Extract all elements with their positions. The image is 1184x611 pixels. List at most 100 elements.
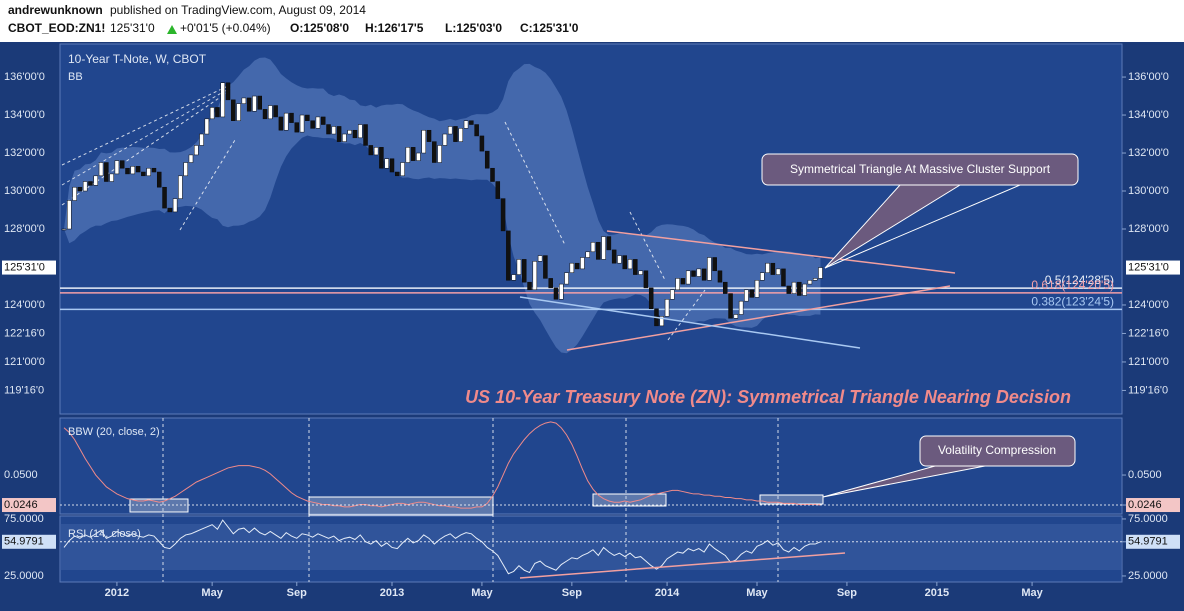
candle [463, 120, 469, 129]
y-tick-label: 128'00'0 [4, 223, 45, 235]
candle [511, 274, 516, 281]
candle [781, 268, 786, 287]
candle [268, 105, 273, 120]
candle [289, 112, 294, 123]
value-badge [1126, 534, 1180, 549]
y-tick-label: 132'00'0 [4, 147, 45, 159]
y-tick-label: 119'16'0 [4, 384, 44, 396]
fib-label: 0.382(123'24'5) [1031, 295, 1114, 309]
candle [495, 181, 501, 199]
candle [305, 114, 310, 121]
candle [664, 299, 670, 317]
compression-box [759, 494, 824, 505]
candle [490, 167, 495, 182]
open: O:125'08'0 [290, 21, 349, 35]
candle [791, 281, 797, 294]
candle [135, 166, 141, 173]
candle [326, 124, 331, 135]
candle [426, 129, 432, 142]
up-arrow [167, 25, 177, 34]
candle [98, 162, 104, 177]
candle [744, 289, 749, 302]
candle [405, 147, 411, 163]
candle [516, 259, 522, 275]
candle [61, 228, 67, 231]
candle [410, 147, 416, 161]
candle [659, 316, 665, 327]
value-badge [2, 498, 56, 513]
candle [728, 293, 733, 319]
candle [442, 133, 448, 146]
trend-arrow [504, 121, 566, 246]
trend-arrow [61, 87, 231, 186]
header-bg [0, 0, 1184, 42]
candle [786, 285, 791, 294]
candle [717, 270, 723, 283]
candle [617, 255, 622, 264]
candle [802, 283, 807, 296]
y-tick-label: 75.0000 [1128, 513, 1168, 525]
candle [564, 272, 569, 285]
triangle-upper [606, 230, 956, 274]
candle [474, 124, 479, 137]
candle [336, 126, 342, 142]
author: andrewunknown [8, 3, 103, 17]
candle [818, 267, 823, 279]
candle [252, 95, 257, 112]
candle [421, 129, 426, 154]
candle [199, 133, 204, 146]
price-label: 125'31'0 [4, 261, 45, 273]
chart-annotation: US 10-Year Treasury Note (ZN): Symmetric… [465, 387, 1071, 407]
x-tick-label: Sep [287, 587, 307, 599]
low: L:125'03'0 [445, 21, 502, 35]
candle [601, 236, 606, 260]
indicator-line [63, 421, 821, 509]
y-tick-label: 136'00'0 [1128, 71, 1169, 83]
candle [606, 236, 612, 251]
compression-box [308, 496, 494, 516]
candle [685, 270, 691, 285]
candle [114, 160, 120, 175]
y-tick-label: 122'16'0 [4, 327, 45, 339]
x-tick-label: 2013 [380, 587, 404, 599]
candle [342, 133, 347, 142]
callout-text: Symmetrical Triangle At Massive Cluster … [790, 162, 1051, 176]
value-badge [2, 260, 56, 275]
candle [569, 262, 575, 273]
candle [156, 171, 162, 188]
candle [770, 262, 776, 275]
candle [231, 99, 236, 121]
x-tick-label: Sep [837, 587, 857, 599]
candle [469, 120, 474, 125]
candle [400, 162, 405, 177]
candle [183, 162, 188, 177]
candle [638, 270, 643, 275]
candle [775, 268, 781, 275]
candle [712, 257, 717, 272]
callout-box [919, 435, 1076, 467]
close: C:125'31'0 [520, 21, 579, 35]
indicator-label: BB [68, 71, 83, 83]
candle [209, 107, 215, 120]
candle [299, 114, 305, 133]
candle [204, 118, 210, 135]
x-tick-label: Sep [562, 587, 582, 599]
candle [151, 167, 157, 173]
change: +0'01'5 (+0.04%) [180, 21, 271, 35]
candle [590, 242, 596, 253]
y-tick-label: 132'00'0 [1128, 147, 1169, 159]
candle [738, 300, 744, 315]
candle [596, 242, 601, 260]
trend-arrow [61, 84, 231, 166]
candle [167, 207, 173, 213]
x-tick-label: 2012 [105, 587, 129, 599]
candle [633, 259, 638, 275]
candle [447, 126, 453, 135]
candle [109, 173, 114, 182]
pane-title: BBW (20, close, 2) [68, 426, 160, 438]
candle [506, 230, 511, 281]
candle [141, 171, 146, 177]
y-tick-label: 25.0000 [1128, 570, 1168, 582]
candle [236, 103, 241, 121]
y-tick-label: 130'00'0 [1128, 185, 1169, 197]
